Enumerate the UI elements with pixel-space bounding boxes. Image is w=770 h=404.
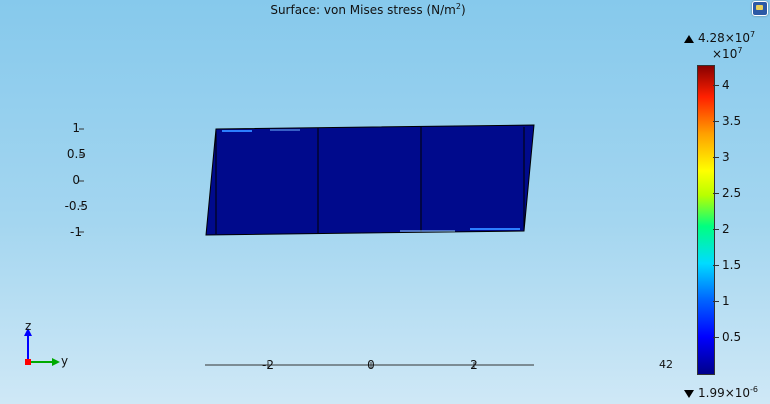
colorbar-tick-mark: [713, 301, 719, 302]
colorbar-max-exponent: 7: [750, 30, 756, 39]
colorbar-tick-mark: [713, 337, 719, 338]
title-suffix: ): [460, 3, 466, 17]
z-tick-label: -1: [70, 225, 82, 239]
colorbar-tick-label: 1.5: [722, 258, 742, 272]
colorbar-tick-label: 1: [722, 294, 730, 308]
z-tick-label: 1: [72, 121, 80, 135]
colorbar-tick-label: 3.5: [722, 114, 742, 128]
colorbar-min-mantissa: 1.99×10: [698, 386, 751, 400]
view-menu-icon[interactable]: [752, 1, 768, 16]
colorbar: [697, 65, 715, 375]
colorbar-tick-mark: [713, 157, 719, 158]
colorbar-tick-label: 2.5: [722, 186, 742, 200]
overlapping-tick-label: 42: [659, 358, 673, 371]
axis-widget-z-label: z: [25, 319, 32, 333]
colorbar-tick-mark: [713, 265, 719, 266]
beam-surface: [205, 124, 535, 236]
colorbar-tick-mark: [713, 193, 719, 194]
colorbar-tick-label: 0.5: [722, 330, 742, 344]
y-tick-label: -2: [262, 358, 274, 372]
z-tick-label: 0: [72, 173, 80, 187]
y-tick-label: 0: [367, 358, 375, 372]
z-tick-label: -0.5: [64, 199, 88, 213]
colorbar-tick-label: 2: [722, 222, 730, 236]
colorbar-tick-mark: [713, 229, 719, 230]
z-tick-label: 0.5: [66, 147, 86, 161]
colorbar-tick-mark: [713, 121, 719, 122]
colorbar-min-exponent: -6: [750, 385, 759, 394]
plot-title: Surface: von Mises stress (N/m2): [0, 0, 736, 17]
axis-widget-y-label: y: [61, 354, 69, 368]
title-exponent: 2: [455, 2, 461, 11]
colorbar-tick-label: 3: [722, 150, 730, 164]
triangle-up-icon: [684, 34, 694, 43]
title-prefix: Surface: von Mises stress (N/m: [270, 3, 456, 17]
colorbar-multiplier: ×107: [712, 44, 742, 61]
colorbar-mult-base: ×10: [712, 47, 738, 61]
z-axis-ticks: [79, 128, 84, 233]
colorbar-mult-exponent: 7: [737, 46, 743, 55]
colorbar-min-label: 1.99×10-6: [684, 383, 758, 400]
axis-triad-icon: [24, 328, 60, 366]
triangle-down-icon: [684, 389, 694, 398]
axis-orientation-widget: [20, 318, 80, 368]
colorbar-max-mantissa: 4.28×10: [698, 31, 751, 45]
colorbar-tick-label: 4: [722, 78, 730, 92]
colorbar-tick-mark: [713, 85, 719, 86]
y-tick-label: 2: [470, 358, 478, 372]
colorbar-max-label: 4.28×107: [684, 28, 755, 45]
